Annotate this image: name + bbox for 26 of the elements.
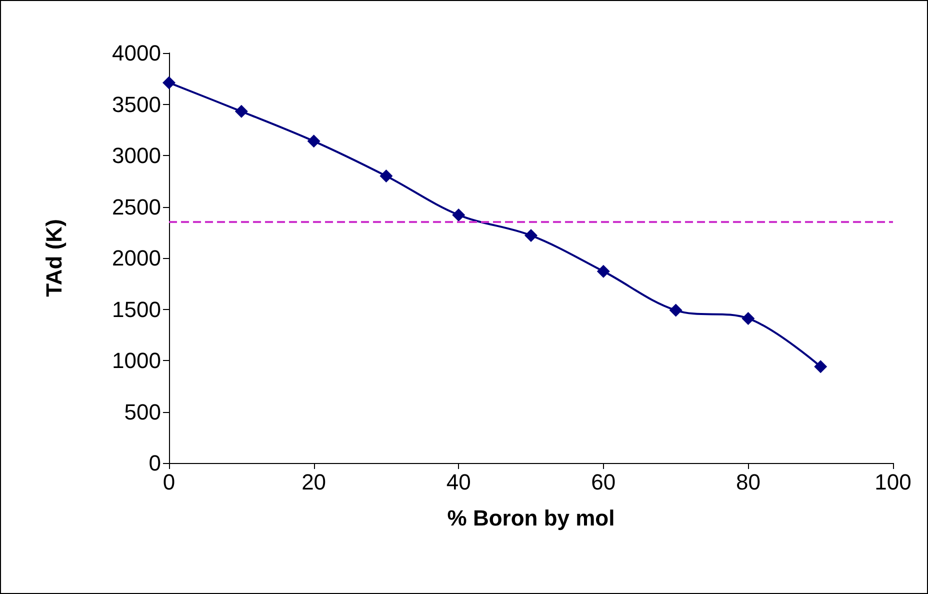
y-tick-label: 4000: [112, 40, 161, 66]
x-tick-label: 80: [736, 470, 760, 494]
y-tick-label: 2500: [112, 194, 161, 220]
point: [162, 76, 176, 90]
x-axis-title: % Boron by mol: [447, 506, 615, 530]
point: [452, 208, 466, 222]
x-tick-label: 60: [591, 470, 616, 494]
x-tick-label: 40: [446, 470, 471, 494]
point: [524, 228, 538, 242]
x-tick-label: 20: [302, 470, 326, 494]
y-tick-label: 2000: [112, 246, 161, 270]
y-tick-label: 1500: [112, 296, 161, 322]
y-axis-title: TAd (K): [42, 219, 66, 297]
y-tick-label: 1000: [112, 348, 161, 373]
point: [742, 312, 755, 325]
x-tick-label: 100: [874, 470, 912, 494]
point: [380, 170, 393, 182]
y-tick-label: 3500: [112, 92, 161, 117]
y-tick-label: 3000: [112, 143, 161, 168]
y-tick-label: 500: [124, 399, 161, 424]
point: [814, 360, 828, 374]
point: [234, 104, 248, 118]
point: [669, 304, 682, 317]
point: [307, 134, 320, 148]
y-tick-label: 0: [148, 450, 161, 476]
point: [596, 264, 610, 278]
